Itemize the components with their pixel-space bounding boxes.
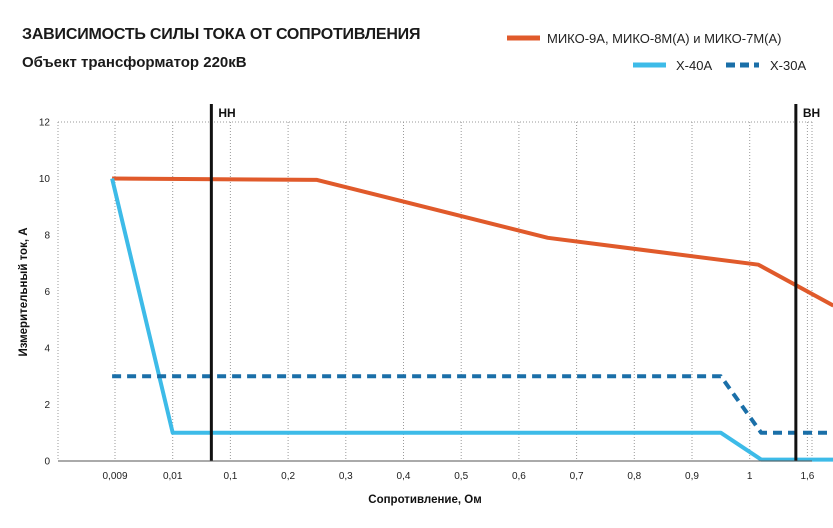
chart-title: ЗАВИСИМОСТЬ СИЛЫ ТОКА ОТ СОПРОТИВЛЕНИЯ bbox=[22, 26, 421, 43]
x-tick-label: 1,6 bbox=[800, 471, 814, 482]
x-tick-label: 0,9 bbox=[685, 471, 699, 482]
marker-label-1: ВН bbox=[803, 106, 820, 120]
x-tick-label: 0,01 bbox=[163, 471, 183, 482]
x-tick-label: 0,8 bbox=[627, 471, 641, 482]
x-tick-label: 1 bbox=[747, 471, 753, 482]
markers-layer: НН ВН bbox=[209, 104, 820, 461]
legend-label-2: Х-30А bbox=[770, 58, 806, 73]
x-tick-label: 0,3 bbox=[339, 471, 353, 482]
series-layer bbox=[110, 176, 833, 462]
series-line-2 bbox=[112, 374, 833, 435]
y-tick-label: 4 bbox=[44, 344, 50, 355]
x-tick-label: 0,2 bbox=[281, 471, 295, 482]
y-tick-label: 10 bbox=[39, 174, 51, 185]
x-tick-label: 0,4 bbox=[397, 471, 411, 482]
legend: МИКО-9А, МИКО-8М(А) и МИКО-7М(А) Х-40А Х-3… bbox=[507, 31, 806, 73]
y-tick-label: 12 bbox=[39, 118, 51, 129]
series-line-1 bbox=[110, 178, 833, 462]
legend-label-0: МИКО-9А, МИКО-8М(А) и МИКО-7М(А) bbox=[547, 31, 782, 46]
x-tick-label: 0,1 bbox=[223, 471, 237, 482]
y-tick-label: 2 bbox=[44, 400, 50, 411]
y-tick-label: 6 bbox=[44, 287, 50, 298]
grid-lines bbox=[57, 121, 813, 461]
x-axis-label: Сопротивление, Ом bbox=[368, 494, 481, 506]
x-tick-label: 0,7 bbox=[570, 471, 584, 482]
x-tick-label: 0,5 bbox=[454, 471, 468, 482]
y-tick-label: 0 bbox=[44, 457, 50, 468]
y-tick-label: 8 bbox=[44, 231, 50, 242]
x-tick-label: 0,6 bbox=[512, 471, 526, 482]
legend-label-1: Х-40А bbox=[676, 58, 712, 73]
marker-label-0: НН bbox=[218, 106, 235, 120]
axis-layer: 0,009 0,01 0,1 0,2 0,3 0,4 0,5 0,6 0,7 0,8 0,9 1 1,6… bbox=[39, 118, 815, 483]
y-axis-label: Измерительный ток, А bbox=[18, 227, 30, 356]
x-tick-label: 0,009 bbox=[102, 471, 127, 482]
series-line-0 bbox=[112, 176, 833, 308]
chart-subtitle: Объект трансформатор 220кВ bbox=[22, 54, 247, 71]
